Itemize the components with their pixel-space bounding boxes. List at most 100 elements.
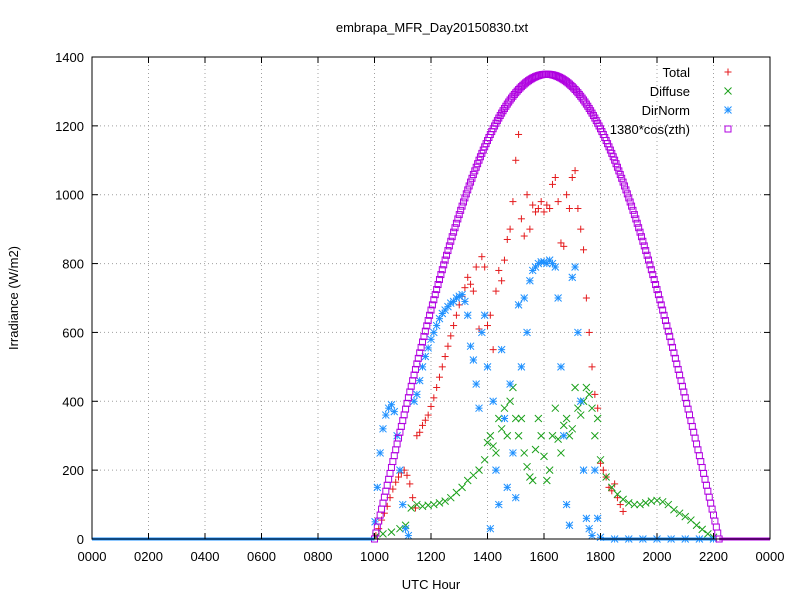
series-1380-cos-zth-point xyxy=(663,322,671,330)
series-total-point xyxy=(435,373,443,381)
series-1380-cos-zth-point xyxy=(434,281,442,289)
series-diffuse-point xyxy=(602,473,611,481)
series-diffuse-point xyxy=(514,431,523,440)
series-total-point xyxy=(540,208,548,216)
series-diffuse-point xyxy=(596,455,605,464)
y-tick-label: 400 xyxy=(62,394,84,409)
series-diffuse-point xyxy=(441,497,449,505)
series-total-point xyxy=(534,204,542,212)
series-diffuse-point xyxy=(548,431,557,440)
series-1380-cos-zth-point xyxy=(618,174,626,182)
series-1380-cos-zth-point xyxy=(623,190,631,198)
series-diffuse-point xyxy=(506,397,514,406)
series-diffuse-point xyxy=(585,390,594,399)
series-total-point xyxy=(613,494,621,502)
series-total-point xyxy=(597,459,604,467)
series-total-point xyxy=(512,156,520,164)
series-1380-cos-zth-point xyxy=(435,276,443,284)
x-tick-label: 1400 xyxy=(473,549,502,564)
legend: Total Diffuse DirNorm 1380*cos(zth) xyxy=(610,65,732,137)
series-1380-cos-zth-point xyxy=(416,349,424,357)
series-diffuse-point xyxy=(523,462,531,471)
series-dirnorm-point xyxy=(576,397,585,406)
series-diffuse-point xyxy=(489,442,498,450)
series-dirnorm-point xyxy=(593,514,602,523)
series-1380-cos-zth-point xyxy=(420,333,428,341)
series-1380-cos-zth-point xyxy=(445,242,453,250)
series-dirnorm-point xyxy=(480,311,489,320)
series-diffuse-point xyxy=(407,504,416,512)
series-1380-cos-zth-point xyxy=(459,198,467,206)
series-dirnorm-point xyxy=(458,290,466,299)
series-diffuse-point xyxy=(480,455,489,464)
y-tick-label: 1200 xyxy=(55,119,84,134)
series-dirnorm-point xyxy=(579,466,588,474)
legend-label: DirNorm xyxy=(642,103,690,118)
series-dirnorm-point xyxy=(497,345,506,354)
series-diffuse-point xyxy=(559,421,568,430)
series-total-point xyxy=(450,322,458,330)
series-diffuse-point xyxy=(607,483,616,492)
series-diffuse-point xyxy=(551,404,560,413)
x-axis-label: UTC Hour xyxy=(402,577,461,592)
series-total-point xyxy=(515,130,523,138)
series-1380-cos-zth-point xyxy=(628,202,636,210)
series-dirnorm-point xyxy=(432,321,441,330)
series-dirnorm-point xyxy=(554,294,562,302)
series-dirnorm-point xyxy=(390,407,399,416)
series-dirnorm-point xyxy=(483,363,492,371)
series-dirnorm-point xyxy=(500,414,509,423)
series-1380-cos-zth-point xyxy=(431,291,439,299)
series-total-point xyxy=(492,287,500,295)
series-1380-cos-zth-point xyxy=(666,333,674,341)
series-dirnorm-point xyxy=(398,500,407,509)
series-total-point xyxy=(591,390,599,398)
x-tick-label: 0000 xyxy=(78,549,107,564)
series-1380-cos-zth-point xyxy=(616,171,624,179)
series-1380-cos-zth-point xyxy=(660,311,668,319)
series-diffuse-point xyxy=(396,524,404,533)
series-diffuse-point xyxy=(593,414,602,423)
series-1380-cos-zth-point xyxy=(639,237,647,245)
series-diffuse-point xyxy=(582,383,591,392)
series-dirnorm-point xyxy=(590,466,599,474)
series-dirnorm-point xyxy=(571,263,579,271)
series-1380-cos-zth-point xyxy=(635,224,643,232)
series-dirnorm-point xyxy=(429,328,438,337)
series-total-point xyxy=(588,363,596,371)
series-total-point xyxy=(467,280,475,288)
series-diffuse-point xyxy=(545,466,554,474)
series-1380-cos-zth-point xyxy=(667,338,675,346)
series-total-point xyxy=(619,507,627,515)
series-total-point xyxy=(563,191,571,199)
series-1380-cos-zth-point xyxy=(437,271,445,279)
series-1380-cos-zth-point xyxy=(461,194,469,202)
series-1380-cos-zth-point xyxy=(629,206,637,214)
series-1380-cos-zth-point xyxy=(452,219,460,227)
series-1380-cos-zth-point xyxy=(444,247,452,255)
series-dirnorm-point xyxy=(506,380,514,388)
series-diffuse-point xyxy=(692,521,701,530)
x-tick-label: 2000 xyxy=(643,549,672,564)
series-dirnorm-point xyxy=(559,431,568,440)
series-diffuse-point xyxy=(670,505,678,514)
series-diffuse-point xyxy=(475,466,483,474)
series-total-point xyxy=(438,363,446,371)
series-1380-cos-zth-point xyxy=(640,242,648,250)
legend-label: 1380*cos(zth) xyxy=(610,122,690,137)
series-1380-cos-zth-point xyxy=(428,301,436,309)
series-dirnorm-point xyxy=(475,404,483,413)
series-total-point xyxy=(389,485,397,493)
series-total-point xyxy=(469,287,477,295)
series-1380-cos-zth-point xyxy=(441,256,449,264)
series-1380-cos-zth-point xyxy=(448,233,456,241)
legend-marker-1380-cos-zth xyxy=(724,125,732,133)
series-diffuse-point xyxy=(554,435,562,444)
series-diffuse-point xyxy=(571,383,579,392)
series-diffuse-point xyxy=(624,498,633,507)
series-dirnorm-point xyxy=(565,521,574,530)
series-diffuse-point xyxy=(658,497,667,506)
series-total-point xyxy=(452,311,460,319)
series-1380-cos-zth-point xyxy=(417,343,425,351)
